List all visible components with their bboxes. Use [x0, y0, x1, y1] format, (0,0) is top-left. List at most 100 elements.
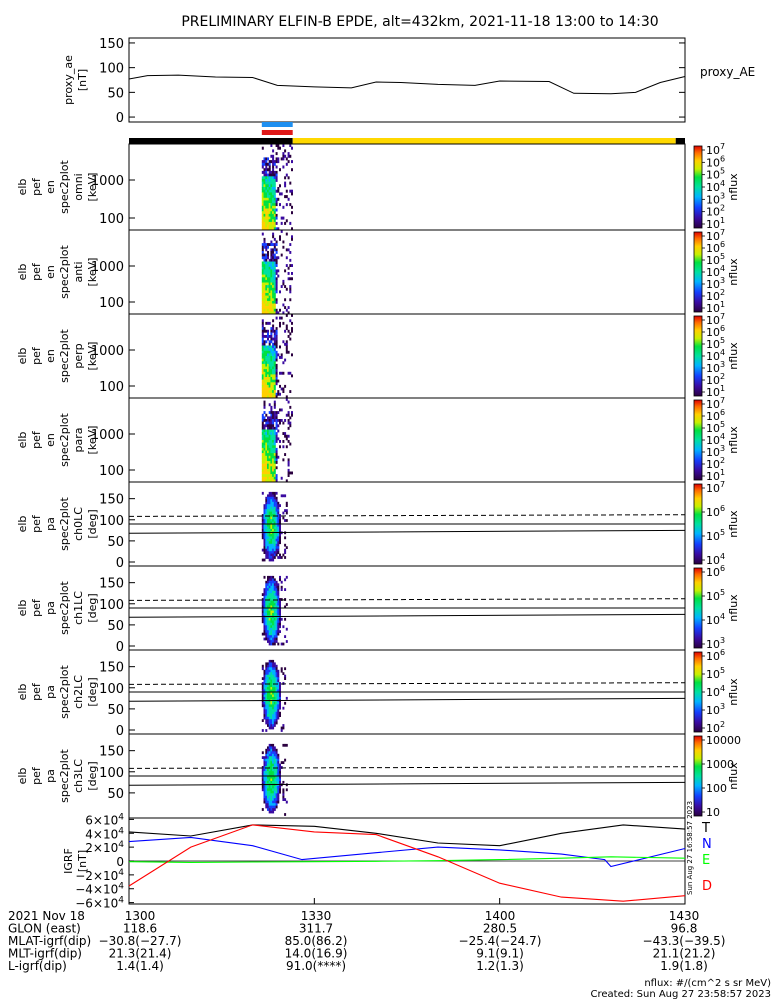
ch3lc-cell: [277, 776, 280, 779]
omni-cell: [263, 178, 266, 182]
ch3lc-cell: [270, 746, 273, 750]
perp-cell: [285, 350, 288, 354]
perp-cell: [273, 382, 276, 386]
ch1lc-cell: [265, 617, 268, 621]
footer-row-label: MLAT-igrf(dip): [8, 934, 91, 948]
ch3lc-cell: [268, 803, 271, 806]
anti-cell: [285, 287, 288, 291]
ch1lc-cell: [273, 625, 276, 629]
ch3lc-cell: [268, 748, 271, 752]
ch0lc-cell: [272, 501, 275, 505]
ch1lc-cell: [263, 598, 266, 601]
omni-cell: [267, 203, 269, 207]
ch3lc-cell: [261, 776, 264, 779]
perp-cell: [261, 369, 264, 372]
para-cbar-label: 102: [706, 456, 725, 471]
ch1lc-cell: [268, 578, 271, 582]
ch0lc-cell: [280, 494, 283, 498]
omni-cell: [270, 197, 273, 201]
omni-cell: [270, 203, 273, 207]
ch2lc-cell: [270, 687, 273, 690]
para-cell: [291, 411, 293, 414]
ch1lc-cell: [280, 585, 283, 589]
perp-cell: [268, 358, 271, 362]
ch2lc-cell: [268, 694, 271, 698]
anti-cell: [275, 285, 278, 288]
anti-cell: [263, 311, 266, 315]
omni-cell: [272, 205, 275, 209]
perp-cell: [261, 348, 264, 351]
omni-cell: [275, 208, 278, 212]
omni-cell: [263, 157, 266, 161]
ch2lc-cell: [270, 694, 273, 698]
ch0lc-cell: [270, 551, 273, 554]
ch2lc-cell: [263, 714, 266, 717]
ch0lc-cell: [263, 543, 266, 547]
ch2lc-cell: [270, 719, 273, 722]
ch3lc-cell: [273, 785, 276, 789]
para-cell: [270, 445, 273, 449]
para-cell: [273, 403, 276, 407]
ch3lc-cell: [273, 768, 276, 772]
ch3lc-cell: [272, 778, 275, 782]
ch0lc-cell: [273, 551, 276, 554]
perp-cell: [289, 390, 292, 393]
perp-cell: [261, 392, 264, 396]
omni-cell: [273, 203, 276, 207]
ch0lc-cell: [275, 506, 278, 510]
perp-cell: [265, 387, 268, 391]
perp-cell: [265, 379, 268, 383]
perp-cell: [261, 366, 264, 370]
perp-cell: [272, 374, 275, 378]
para-cell: [265, 463, 268, 467]
ch1lc-cell: [270, 590, 273, 594]
anti-cell: [267, 293, 269, 296]
perp-cell: [275, 379, 278, 383]
igrf-legend-e: E: [702, 853, 710, 868]
anti-cell: [275, 243, 278, 246]
perp-cell: [282, 387, 285, 391]
ch2lc-cell: [270, 679, 273, 683]
para-cell: [287, 468, 290, 472]
ch2lc-cell: [272, 669, 275, 673]
science-zone-bar-yellow: [292, 138, 676, 144]
ch0lc-cell: [261, 519, 264, 522]
ch0lc-cell: [270, 516, 273, 520]
ch3lc-cell: [268, 771, 271, 774]
perp-cell: [287, 335, 290, 338]
ch0lc-cell: [275, 546, 278, 549]
anti-cell: [273, 298, 276, 302]
anti-cell: [261, 256, 264, 260]
igrf-ytick-label: 2×104: [85, 840, 124, 855]
perp-cell: [272, 363, 275, 367]
perp-cell: [265, 377, 268, 380]
ch0lc-ylabel: pef: [30, 514, 43, 533]
anti-cell: [268, 258, 271, 262]
ch3lc-cell: [265, 751, 268, 755]
ch1lc-ytick-label: 150: [99, 577, 124, 592]
ch1lc-cell: [273, 600, 276, 604]
ch0lc-cell: [263, 551, 266, 554]
ch2lc-cell: [265, 674, 268, 678]
ch0lc-cell: [275, 533, 278, 537]
ch1lc-cell: [265, 588, 268, 591]
perp-cell: [291, 353, 293, 357]
omni-cell: [267, 221, 269, 225]
perp-cell: [279, 356, 281, 359]
ch1lc-cell: [275, 590, 278, 594]
omni-cell: [275, 197, 278, 201]
ch1lc-cell: [277, 598, 280, 601]
perp-cell: [272, 384, 275, 388]
ch1lc-ylabel: pa: [44, 601, 57, 615]
omni-cell: [270, 184, 273, 188]
ch3lc-cell: [265, 756, 268, 759]
ch2lc-cell: [279, 694, 281, 698]
ch1lc-cell: [277, 620, 280, 624]
para-cell: [268, 432, 271, 435]
ch2lc-ylabel: pef: [30, 682, 43, 701]
ch1lc-cell: [273, 617, 276, 621]
ch2lc-cell: [268, 659, 271, 663]
anti-cell: [272, 243, 275, 246]
para-cell: [277, 411, 280, 414]
perp-cell: [261, 395, 264, 399]
